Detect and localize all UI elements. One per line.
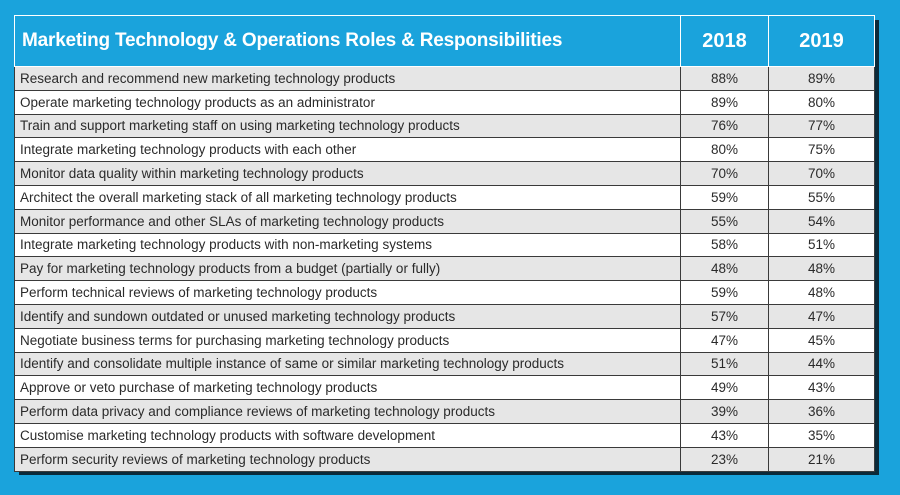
value-cell-2018: 59% bbox=[680, 280, 769, 305]
table-row: Operate marketing technology products as… bbox=[14, 89, 875, 115]
value-cell-2018: 80% bbox=[680, 137, 769, 163]
value-cell-2018: 49% bbox=[680, 375, 769, 401]
value-cell-2019: 51% bbox=[768, 232, 875, 258]
value-cell-2019: 36% bbox=[768, 399, 875, 424]
row-label: Pay for marketing technology products fr… bbox=[14, 256, 681, 282]
value-cell-2019: 43% bbox=[768, 375, 875, 401]
value-cell-2019: 80% bbox=[768, 89, 875, 115]
table-row: Architect the overall marketing stack of… bbox=[14, 184, 875, 210]
value-cell-2018: 39% bbox=[680, 399, 769, 424]
value-cell-2019: 54% bbox=[768, 208, 875, 234]
value-cell-2018: 70% bbox=[680, 161, 769, 186]
value-cell-2018: 58% bbox=[680, 232, 769, 258]
value-cell-2019: 55% bbox=[768, 184, 875, 210]
value-cell-2018: 57% bbox=[680, 303, 769, 329]
table-row: Monitor performance and other SLAs of ma… bbox=[14, 208, 875, 234]
value-cell-2019: 48% bbox=[768, 280, 875, 305]
row-label: Approve or veto purchase of marketing te… bbox=[14, 375, 681, 401]
value-cell-2019: 70% bbox=[768, 161, 875, 186]
row-label: Integrate marketing technology products … bbox=[14, 232, 681, 258]
value-cell-2019: 77% bbox=[768, 113, 875, 139]
value-cell-2018: 88% bbox=[680, 66, 769, 91]
value-cell-2019: 89% bbox=[768, 66, 875, 91]
table-body: Research and recommend new marketing tec… bbox=[14, 66, 875, 472]
roles-table: Marketing Technology & Operations Roles … bbox=[14, 15, 875, 472]
value-cell-2018: 43% bbox=[680, 422, 769, 448]
row-label: Customise marketing technology products … bbox=[14, 422, 681, 448]
value-cell-2019: 21% bbox=[768, 446, 875, 472]
row-label: Identify and sundown outdated or unused … bbox=[14, 303, 681, 329]
row-label: Monitor performance and other SLAs of ma… bbox=[14, 208, 681, 234]
table-row: Research and recommend new marketing tec… bbox=[14, 66, 875, 91]
value-cell-2018: 48% bbox=[680, 256, 769, 282]
value-cell-2019: 48% bbox=[768, 256, 875, 282]
table-row: Perform security reviews of marketing te… bbox=[14, 446, 875, 472]
value-cell-2018: 51% bbox=[680, 351, 769, 377]
table-title: Marketing Technology & Operations Roles … bbox=[14, 15, 681, 67]
column-header-2018: 2018 bbox=[680, 15, 769, 67]
table-row: Approve or veto purchase of marketing te… bbox=[14, 375, 875, 401]
table-row: Monitor data quality within marketing te… bbox=[14, 161, 875, 186]
table-header-row: Marketing Technology & Operations Roles … bbox=[14, 15, 875, 67]
table-row: Identify and consolidate multiple instan… bbox=[14, 351, 875, 377]
value-cell-2019: 47% bbox=[768, 303, 875, 329]
value-cell-2019: 75% bbox=[768, 137, 875, 163]
value-cell-2019: 35% bbox=[768, 422, 875, 448]
table-row: Perform technical reviews of marketing t… bbox=[14, 280, 875, 305]
column-header-2019: 2019 bbox=[768, 15, 875, 67]
table-row: Perform data privacy and compliance revi… bbox=[14, 399, 875, 424]
table-row: Identify and sundown outdated or unused … bbox=[14, 303, 875, 329]
row-label: Train and support marketing staff on usi… bbox=[14, 113, 681, 139]
value-cell-2019: 44% bbox=[768, 351, 875, 377]
value-cell-2018: 89% bbox=[680, 89, 769, 115]
row-label: Integrate marketing technology products … bbox=[14, 137, 681, 163]
row-label: Research and recommend new marketing tec… bbox=[14, 66, 681, 91]
table-row: Customise marketing technology products … bbox=[14, 422, 875, 448]
row-label: Perform security reviews of marketing te… bbox=[14, 446, 681, 472]
row-label: Identify and consolidate multiple instan… bbox=[14, 351, 681, 377]
roles-table-container: Marketing Technology & Operations Roles … bbox=[14, 15, 875, 472]
table-row: Pay for marketing technology products fr… bbox=[14, 256, 875, 282]
row-label: Perform data privacy and compliance revi… bbox=[14, 399, 681, 424]
value-cell-2018: 76% bbox=[680, 113, 769, 139]
table-row: Integrate marketing technology products … bbox=[14, 137, 875, 163]
table-row: Train and support marketing staff on usi… bbox=[14, 113, 875, 139]
row-label: Negotiate business terms for purchasing … bbox=[14, 327, 681, 353]
value-cell-2018: 59% bbox=[680, 184, 769, 210]
row-label: Architect the overall marketing stack of… bbox=[14, 184, 681, 210]
value-cell-2018: 55% bbox=[680, 208, 769, 234]
table-row: Integrate marketing technology products … bbox=[14, 232, 875, 258]
value-cell-2019: 45% bbox=[768, 327, 875, 353]
row-label: Operate marketing technology products as… bbox=[14, 89, 681, 115]
row-label: Perform technical reviews of marketing t… bbox=[14, 280, 681, 305]
table-row: Negotiate business terms for purchasing … bbox=[14, 327, 875, 353]
value-cell-2018: 23% bbox=[680, 446, 769, 472]
row-label: Monitor data quality within marketing te… bbox=[14, 161, 681, 186]
value-cell-2018: 47% bbox=[680, 327, 769, 353]
